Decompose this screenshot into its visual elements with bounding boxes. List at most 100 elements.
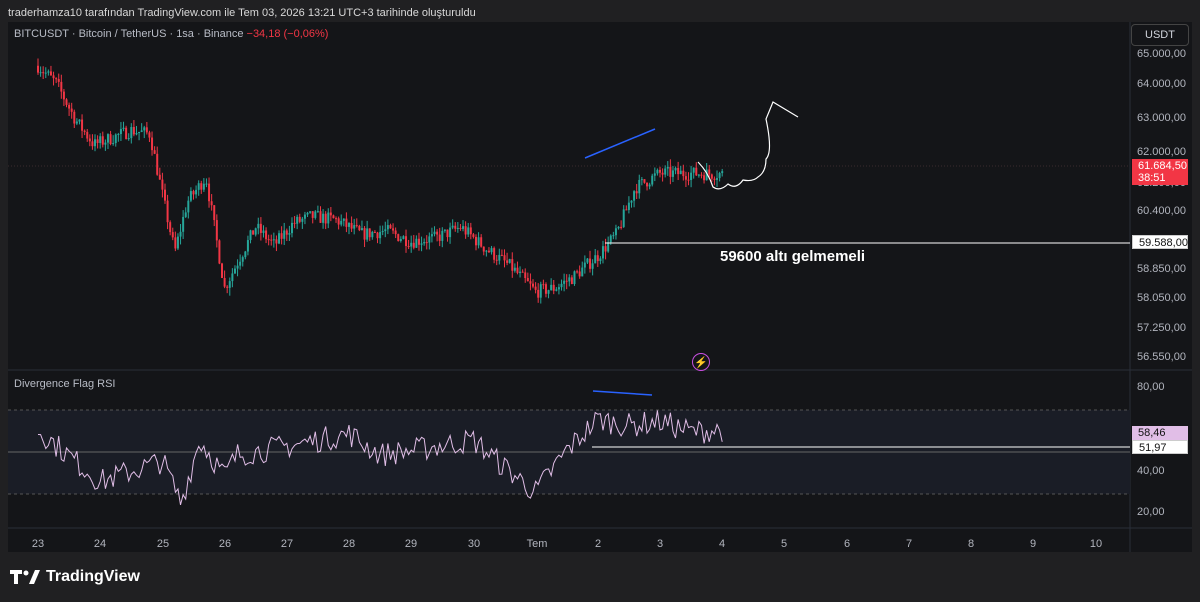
candle-body: [519, 271, 522, 273]
candle-body: [324, 213, 327, 224]
candle-body: [534, 286, 537, 290]
time-axis-label: 24: [93, 538, 107, 550]
time-axis-label: 10: [1089, 538, 1103, 550]
candle-body: [568, 277, 571, 282]
bolt-icon[interactable]: ⚡: [692, 353, 710, 371]
symbol-text[interactable]: BITCUSDT · Bitcoin / TetherUS · 1sa · Bi…: [14, 28, 244, 40]
price-axis-label: 57.250,00: [1137, 322, 1186, 334]
candle-body: [306, 212, 309, 215]
candle-body: [233, 268, 236, 274]
candle-body: [547, 290, 550, 294]
candle-body: [656, 169, 659, 174]
candle-body: [376, 232, 379, 239]
price-axis-label: 58.850,00: [1137, 263, 1186, 275]
candle-body: [423, 242, 426, 244]
current-price-tag: 61.684,50 38:51: [1132, 159, 1188, 185]
candle-body: [539, 284, 542, 298]
candle-body: [285, 230, 288, 235]
annotation-text[interactable]: 59600 altı gelmemeli: [720, 248, 866, 265]
current-price-value: 61.684,50: [1138, 160, 1187, 172]
candle-body: [153, 150, 156, 154]
candle-body: [410, 242, 413, 247]
candle-body: [576, 271, 579, 273]
candle-body: [513, 267, 516, 271]
candle-body: [677, 167, 680, 175]
candle-body: [301, 218, 304, 222]
candle-body: [718, 173, 721, 179]
currency-button[interactable]: USDT: [1131, 24, 1189, 46]
candle-body: [581, 267, 584, 277]
candle-body: [311, 211, 314, 218]
time-axis-label: 2: [594, 538, 602, 550]
candle-body: [296, 216, 299, 224]
candle-body: [521, 271, 524, 273]
candle-body: [132, 127, 135, 135]
rsi-title[interactable]: Divergence Flag RSI: [14, 378, 116, 390]
candle-body: [433, 231, 436, 235]
candle-body: [327, 212, 330, 224]
time-axis-label: 6: [843, 538, 851, 550]
candle-body: [135, 133, 138, 135]
candle-body: [495, 259, 498, 261]
candle-body: [386, 225, 389, 230]
candle-body: [202, 183, 205, 190]
candle-body: [449, 227, 452, 238]
candle-body: [646, 182, 649, 187]
candle-body: [477, 237, 480, 246]
candle-body: [459, 227, 462, 229]
rsi-line: [37, 410, 723, 506]
candle-body: [659, 169, 661, 173]
candle-body: [578, 271, 581, 277]
candle-body: [557, 287, 560, 290]
candle-body: [710, 174, 713, 179]
tradingview-logo[interactable]: TradingView: [10, 568, 140, 586]
candle-body: [345, 218, 348, 227]
candle-body: [485, 250, 488, 252]
candle-body: [228, 281, 231, 288]
candle-body: [49, 71, 52, 76]
candle-body: [456, 227, 459, 229]
candle-body: [37, 65, 39, 73]
candle-body: [192, 191, 195, 195]
symbol-info[interactable]: BITCUSDT · Bitcoin / TetherUS · 1sa · Bi…: [14, 28, 328, 40]
price-axis-label: 64.000,00: [1137, 78, 1186, 90]
candle-body: [316, 211, 319, 213]
candle-body: [601, 246, 604, 259]
candle-body: [197, 183, 200, 190]
candle-body: [55, 78, 58, 80]
candle-body: [438, 234, 441, 241]
candle-body: [189, 191, 192, 201]
candle-body: [700, 174, 703, 176]
time-axis-label: 8: [967, 538, 975, 550]
candle-body: [526, 278, 529, 282]
candle-body: [653, 173, 656, 176]
candle-body: [480, 237, 483, 247]
candle-body: [262, 230, 265, 233]
candle-body: [441, 230, 444, 241]
candle-body: [187, 200, 190, 213]
candle-body: [389, 225, 392, 229]
candle-body: [542, 284, 545, 286]
candle-body: [283, 230, 286, 239]
candle-body: [208, 183, 211, 202]
candle-body: [156, 153, 159, 175]
candle-body: [44, 72, 47, 74]
candle-body: [39, 72, 42, 74]
candle-body: [293, 222, 296, 224]
candle-body: [182, 216, 185, 232]
candle-body: [363, 228, 366, 240]
time-axis-label: 5: [780, 538, 788, 550]
candle-body: [614, 228, 617, 236]
chart-frame[interactable]: BITCUSDT · Bitcoin / TetherUS · 1sa · Bi…: [8, 22, 1192, 552]
candle-body: [236, 265, 239, 269]
chart-canvas[interactable]: [8, 22, 1192, 552]
candle-body: [73, 111, 76, 124]
candle-body: [303, 214, 306, 219]
candle-body: [239, 261, 242, 266]
candle-body: [145, 127, 148, 133]
candle-body: [428, 236, 431, 243]
rsi-axis-label: 20,00: [1137, 506, 1165, 518]
candle-body: [451, 225, 454, 228]
candle-body: [695, 167, 698, 176]
candle-body: [412, 242, 415, 248]
